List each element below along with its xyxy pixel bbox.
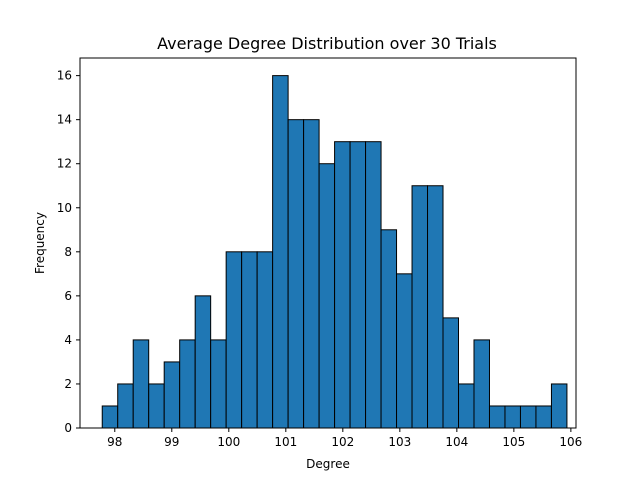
histogram-bar bbox=[519, 405, 537, 429]
x-axis-label: Degree bbox=[306, 457, 350, 471]
chart-title: Average Degree Distribution over 30 Tria… bbox=[157, 34, 497, 53]
histogram-bar bbox=[396, 273, 413, 429]
y-tick-label: 10 bbox=[57, 201, 72, 215]
y-tick-label: 12 bbox=[57, 157, 72, 171]
histogram-bar bbox=[334, 141, 351, 429]
y-tick-label: 2 bbox=[64, 377, 72, 391]
histogram-bar bbox=[163, 361, 181, 429]
histogram-bar bbox=[241, 251, 258, 429]
y-axis-label: Frequency bbox=[33, 212, 47, 274]
histogram-bar bbox=[349, 141, 367, 429]
x-tick-label: 102 bbox=[331, 435, 354, 449]
histogram-bar bbox=[504, 405, 521, 429]
y-tick-label: 16 bbox=[57, 69, 72, 83]
histogram-bar bbox=[256, 251, 274, 429]
x-tick-label: 103 bbox=[388, 435, 411, 449]
histogram-bar bbox=[287, 119, 305, 429]
histogram-bar bbox=[225, 251, 243, 429]
histogram-bar bbox=[132, 339, 150, 429]
histogram-bar bbox=[303, 119, 320, 429]
x-tick-label: 106 bbox=[559, 435, 582, 449]
x-axis-ticks: 98 99 100 101 102 103 104 105 106 bbox=[107, 428, 582, 449]
x-tick-label: 99 bbox=[164, 435, 179, 449]
x-tick-label: 100 bbox=[217, 435, 240, 449]
y-tick-label: 14 bbox=[57, 113, 72, 127]
histogram-bar bbox=[427, 185, 444, 429]
y-tick-label: 8 bbox=[64, 245, 72, 259]
histogram-bar bbox=[380, 229, 398, 429]
histogram-bar bbox=[473, 339, 490, 429]
plot-frame bbox=[79, 57, 577, 429]
histogram-bar bbox=[550, 383, 568, 429]
histogram-bar bbox=[442, 317, 460, 429]
x-tick-label: 105 bbox=[502, 435, 525, 449]
x-tick-label: 104 bbox=[445, 435, 468, 449]
y-tick-label: 0 bbox=[64, 421, 72, 435]
x-tick-label: 98 bbox=[107, 435, 122, 449]
histogram-bar bbox=[210, 339, 227, 429]
histogram-bar bbox=[179, 339, 196, 429]
histogram-bar bbox=[411, 185, 429, 429]
histogram-bar bbox=[318, 163, 336, 429]
histogram-bar bbox=[365, 141, 382, 429]
histogram-bar bbox=[488, 405, 506, 429]
histogram-bar bbox=[117, 383, 134, 429]
y-axis-ticks: 0 2 4 6 8 10 12 14 16 bbox=[57, 69, 80, 435]
x-tick-label: 101 bbox=[274, 435, 297, 449]
y-tick-label: 4 bbox=[64, 333, 72, 347]
y-tick-label: 6 bbox=[64, 289, 72, 303]
histogram-bar bbox=[458, 383, 475, 429]
histogram-bar bbox=[272, 75, 289, 429]
histogram-bar bbox=[101, 405, 119, 429]
histogram-bar bbox=[148, 383, 165, 429]
histogram-bar bbox=[194, 295, 212, 429]
histogram-bar bbox=[535, 405, 552, 429]
bars-group bbox=[101, 75, 568, 429]
